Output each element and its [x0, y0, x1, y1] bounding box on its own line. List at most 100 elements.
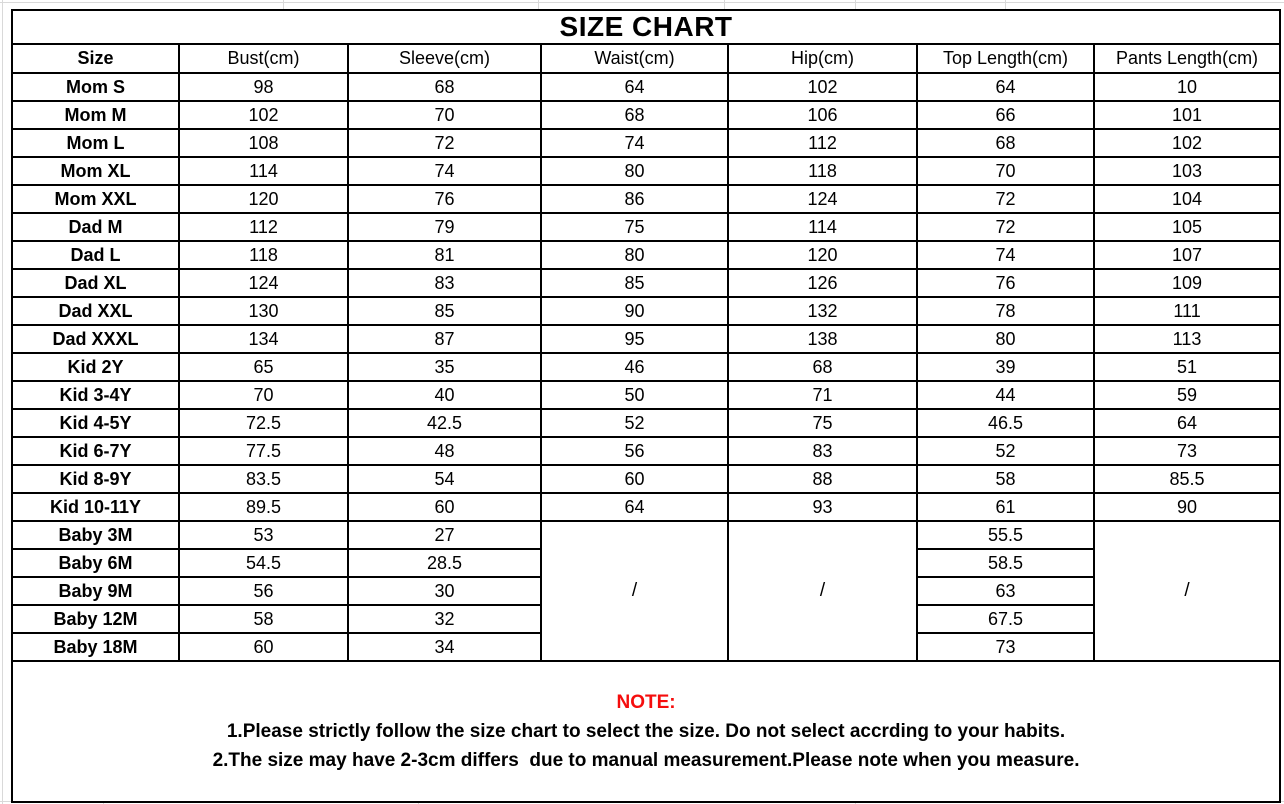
table-row: Baby 18M 60 34 73	[11, 632, 1280, 663]
size-value-cell: 111	[1092, 296, 1282, 327]
row-label: Mom XXL	[11, 184, 180, 215]
row-label: Kid 6-7Y	[11, 436, 180, 467]
size-value-cell: 60	[347, 492, 542, 523]
size-value-cell: 124	[727, 184, 918, 215]
size-value-cell: 109	[1092, 268, 1282, 299]
size-value-cell: 67.5	[916, 604, 1095, 635]
table-row: Dad L 118 81 80 120 74 107	[11, 240, 1282, 271]
baby-pants-merged-cell: /	[1092, 520, 1282, 663]
size-value-cell: 44	[916, 380, 1095, 411]
size-value-cell: 35	[347, 352, 542, 383]
table-row: Dad XL 124 83 85 126 76 109	[11, 268, 1282, 299]
baby-waist-merged-cell: /	[540, 520, 729, 663]
size-value-cell: 83	[347, 268, 542, 299]
size-value-cell: 120	[178, 184, 349, 215]
table-row: Baby 6M 54.5 28.5 58.5	[11, 548, 1280, 579]
column-header-hip: Hip(cm)	[727, 43, 918, 75]
size-value-cell: 34	[347, 632, 542, 663]
size-value-cell: 88	[727, 464, 918, 495]
row-label: Baby 18M	[11, 632, 180, 663]
size-value-cell: 54	[347, 464, 542, 495]
size-value-cell: 68	[347, 72, 542, 103]
row-label: Kid 2Y	[11, 352, 180, 383]
size-value-cell: 90	[1092, 492, 1282, 523]
size-value-cell: 10	[1092, 72, 1282, 103]
size-value-cell: 53	[178, 520, 349, 551]
title-row: SIZE CHART	[10, 8, 1282, 46]
size-chart-table: SIZE CHART Size Bust(cm) Sleeve(cm) Wais…	[10, 8, 1282, 804]
size-value-cell: 52	[916, 436, 1095, 467]
note-box: NOTE: 1.Please strictly follow the size …	[15, 689, 1277, 775]
table-row: Kid 10-11Y 89.5 60 64 93 61 90	[11, 492, 1282, 523]
table-row: Mom S 98 68 64 102 64 10	[11, 72, 1282, 103]
size-value-cell: 63	[916, 576, 1095, 607]
size-value-cell: 72.5	[178, 408, 349, 439]
row-label: Kid 8-9Y	[11, 464, 180, 495]
table-row: Kid 3-4Y 70 40 50 71 44 59	[11, 380, 1282, 411]
size-value-cell: 70	[916, 156, 1095, 187]
size-value-cell: 58	[178, 604, 349, 635]
size-value-cell: 42.5	[347, 408, 542, 439]
size-value-cell: 113	[1092, 324, 1282, 355]
size-value-cell: 27	[347, 520, 542, 551]
size-value-cell: 64	[540, 72, 729, 103]
table-row: Kid 8-9Y 83.5 54 60 88 58 85.5	[11, 464, 1282, 495]
table-row: Dad XXXL 134 87 95 138 80 113	[11, 324, 1282, 355]
size-value-cell: 65	[178, 352, 349, 383]
size-value-cell: 73	[1092, 436, 1282, 467]
row-label: Dad XXXL	[11, 324, 180, 355]
size-value-cell: 75	[540, 212, 729, 243]
size-value-cell: 103	[1092, 156, 1282, 187]
size-value-cell: 58	[916, 464, 1095, 495]
size-value-cell: 93	[727, 492, 918, 523]
size-value-cell: 74	[347, 156, 542, 187]
gridline-left	[2, 0, 3, 804]
table-row: Baby 3M 53 27//55.5/	[11, 520, 1282, 663]
size-value-cell: 72	[916, 212, 1095, 243]
table-row: Dad M 112 79 75 114 72 105	[11, 212, 1282, 243]
size-value-cell: 50	[540, 380, 729, 411]
size-value-cell: 74	[540, 128, 729, 159]
size-value-cell: 48	[347, 436, 542, 467]
row-label: Mom L	[11, 128, 180, 159]
size-value-cell: 52	[540, 408, 729, 439]
size-value-cell: 56	[178, 576, 349, 607]
size-value-cell: 108	[178, 128, 349, 159]
row-label: Dad L	[11, 240, 180, 271]
size-value-cell: 58.5	[916, 548, 1095, 579]
size-value-cell: 68	[540, 100, 729, 131]
size-value-cell: 72	[347, 128, 542, 159]
size-value-cell: 112	[727, 128, 918, 159]
size-value-cell: 68	[727, 352, 918, 383]
row-label: Dad XXL	[11, 296, 180, 327]
size-value-cell: 64	[540, 492, 729, 523]
column-header-waist: Waist(cm)	[540, 43, 729, 75]
size-value-cell: 90	[540, 296, 729, 327]
row-label: Baby 6M	[11, 548, 180, 579]
note-row: NOTE: 1.Please strictly follow the size …	[10, 660, 1282, 804]
gridline-stub	[855, 0, 856, 9]
gridline-stub	[538, 0, 539, 9]
note-line-1: 1.Please strictly follow the size chart …	[226, 720, 1066, 742]
size-value-cell: 89.5	[178, 492, 349, 523]
size-table-body: Mom S 98 68 64 102 64 10 Mom M 102 70 68 106 66 101 Mo…	[11, 72, 1282, 663]
table-row: Kid 4-5Y 72.5 42.5 52 75 46.5 64	[11, 408, 1282, 439]
size-value-cell: 39	[916, 352, 1095, 383]
row-label: Baby 9M	[11, 576, 180, 607]
size-value-cell: 112	[178, 212, 349, 243]
size-value-cell: 73	[916, 632, 1095, 663]
column-header-bust: Bust(cm)	[178, 43, 349, 75]
size-value-cell: 114	[178, 156, 349, 187]
row-label: Dad XL	[11, 268, 180, 299]
size-value-cell: 79	[347, 212, 542, 243]
table-row: Baby 9M 56 30 63	[11, 576, 1280, 607]
note-heading: NOTE:	[616, 691, 676, 713]
size-value-cell: 76	[916, 268, 1095, 299]
row-label: Mom XL	[11, 156, 180, 187]
size-value-cell: 71	[727, 380, 918, 411]
size-value-cell: 59	[1092, 380, 1282, 411]
size-value-cell: 83.5	[178, 464, 349, 495]
size-value-cell: 87	[347, 324, 542, 355]
size-value-cell: 76	[347, 184, 542, 215]
